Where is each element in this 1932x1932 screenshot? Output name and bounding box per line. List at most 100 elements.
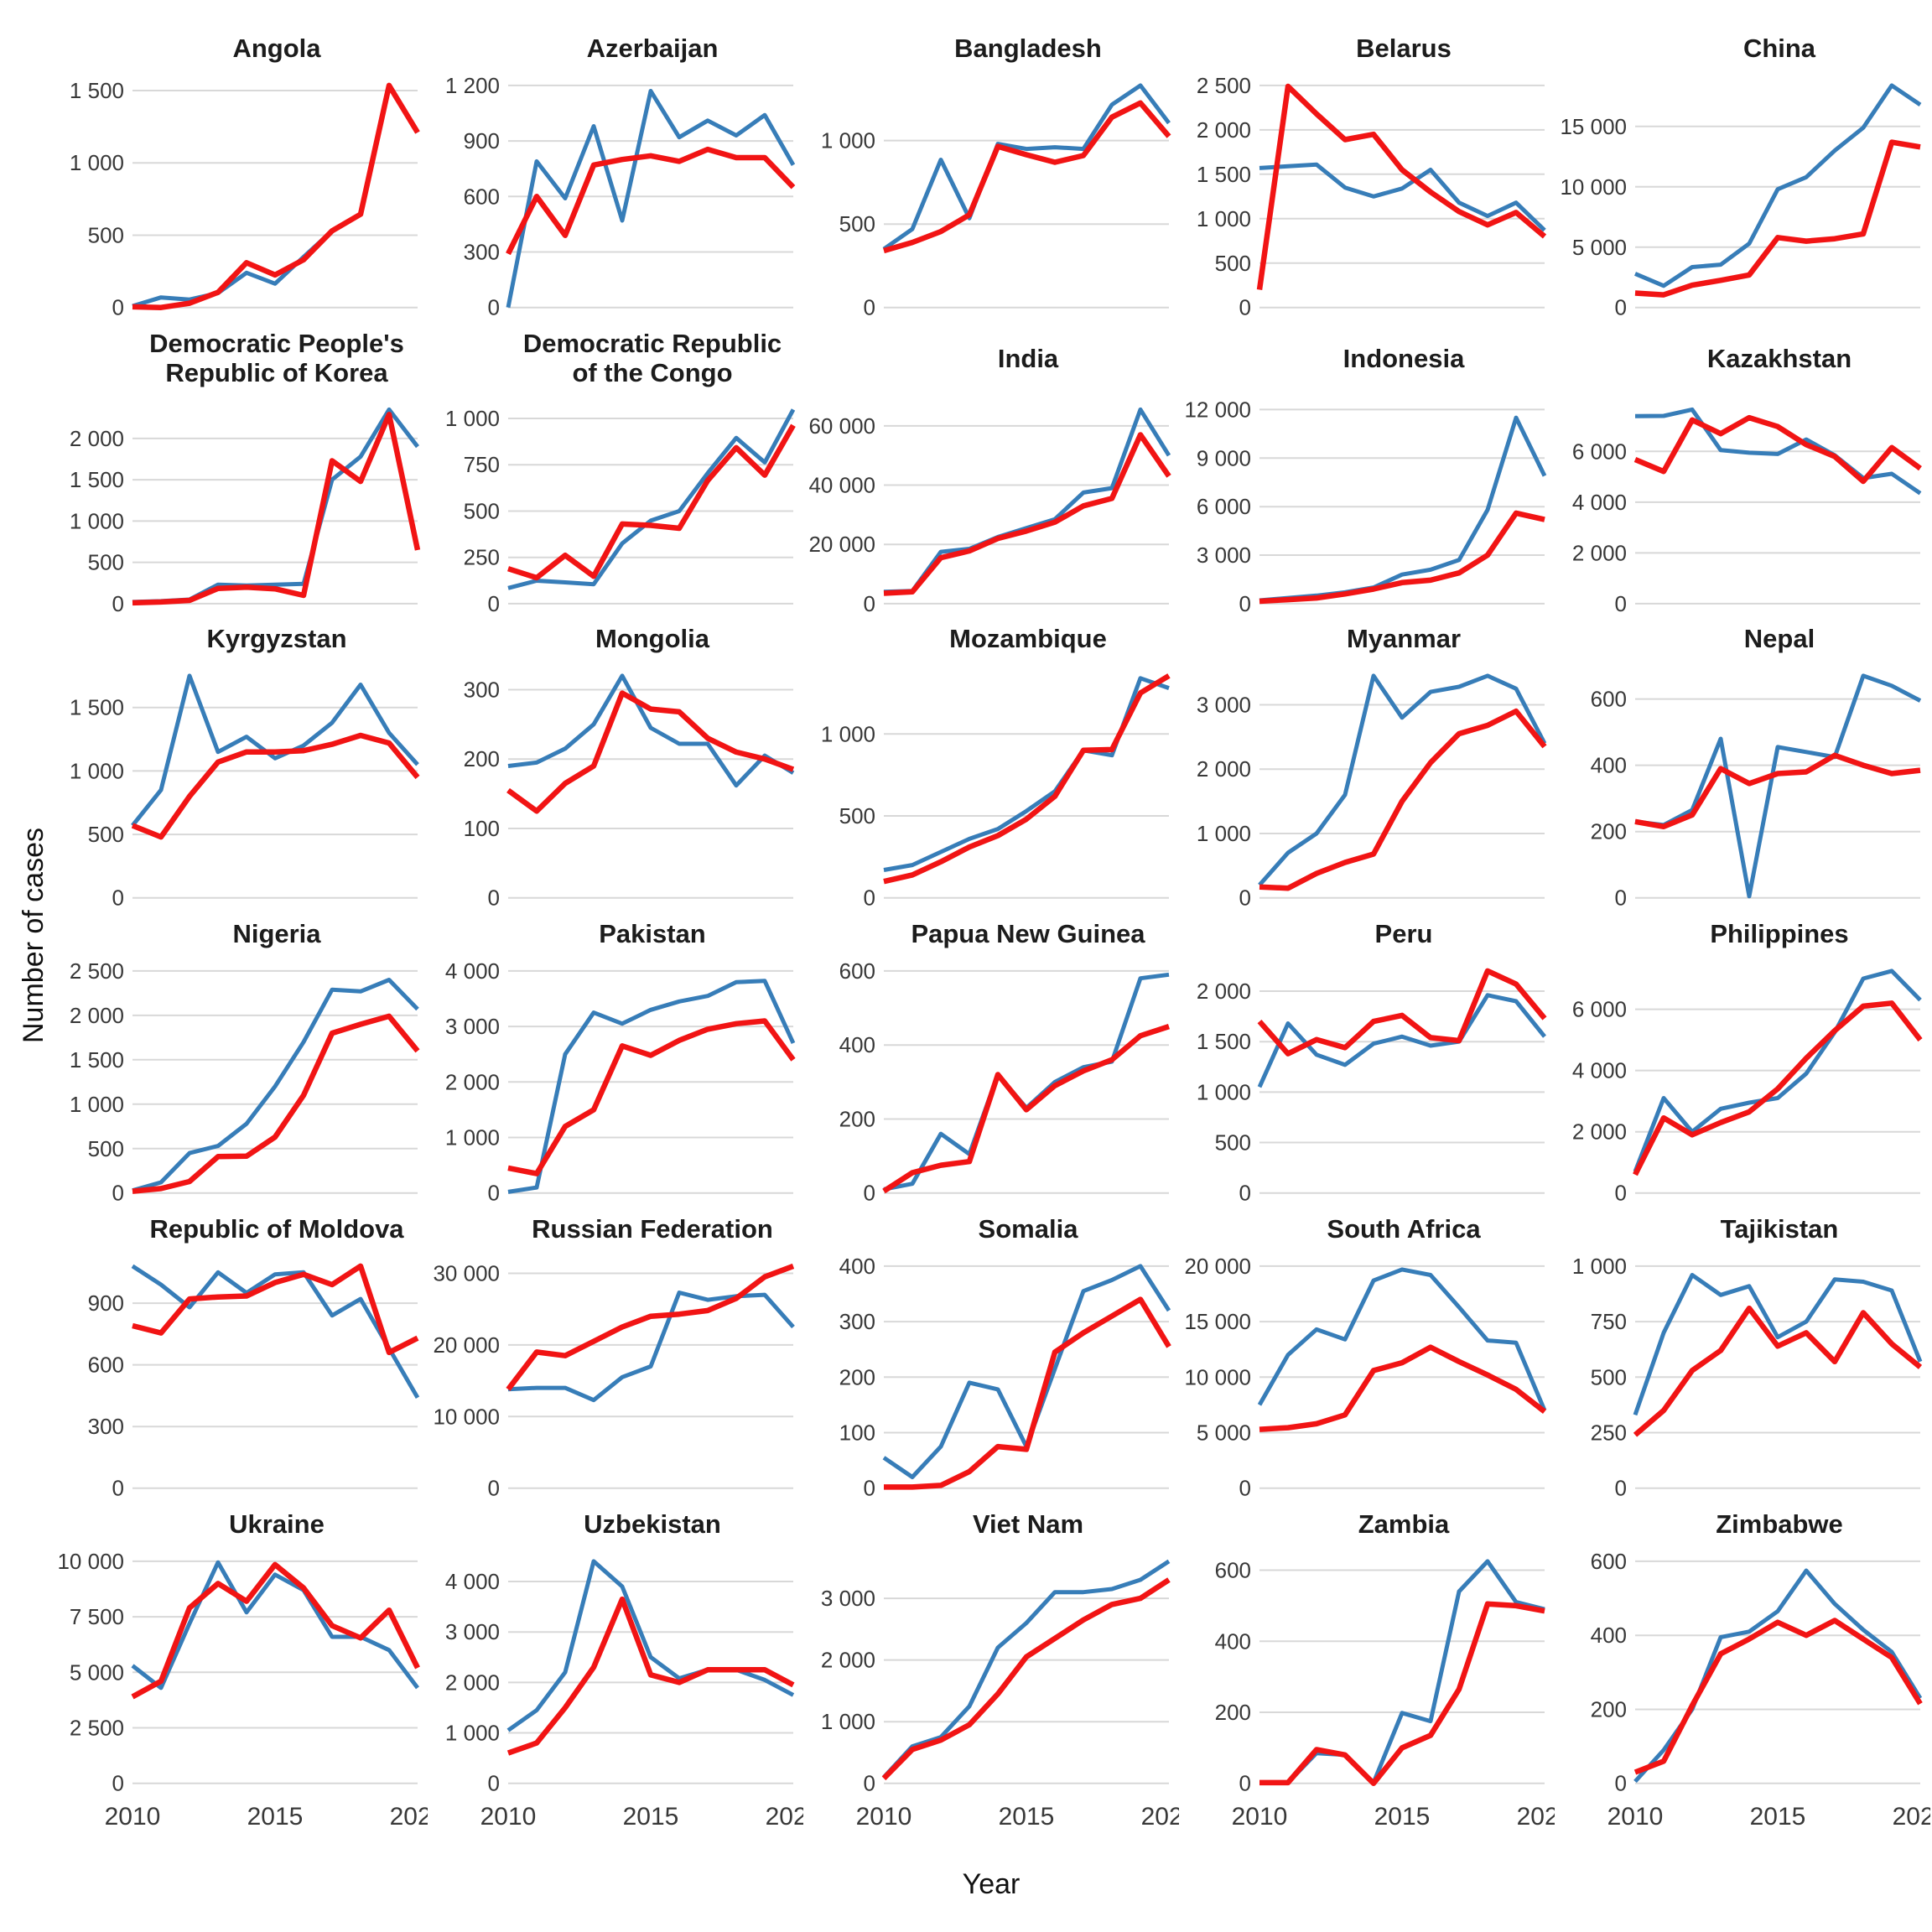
y-tick-label: 2 000 [445, 1069, 500, 1094]
red-series-line [1259, 708, 1547, 891]
panel-title-nepal: Nepal [1743, 623, 1815, 653]
panel-zimbabwe: Zimbabwe 0 200 400 600 2010 2015 2020 [1555, 1504, 1930, 1838]
y-tick-label: 750 [1591, 1309, 1627, 1334]
y-tick-label: 3 000 [1197, 543, 1251, 568]
y-tick-label: 250 [464, 545, 500, 570]
y-tick-label: 0 [488, 1476, 500, 1501]
y-tick-label: 1 500 [70, 1047, 124, 1072]
blue-series-line [507, 673, 795, 788]
y-tick-label: 0 [1615, 1771, 1627, 1796]
x-tick-label: 2020 [390, 1803, 428, 1831]
red-series-line [506, 146, 796, 256]
panel-philippines: Philippines 0 2 000 4 000 6 000 [1555, 914, 1930, 1209]
y-tick-label: 0 [1239, 1476, 1251, 1501]
panel-somalia: Somalia 0 100 200 300 400 [803, 1209, 1179, 1504]
y-tick-label: 60 000 [808, 413, 875, 439]
y-tick-label: 2 000 [70, 1003, 124, 1028]
panel-chart-angola: 0 500 1 000 1 500 [70, 78, 420, 320]
red-series-line [1259, 1601, 1545, 1786]
panel-title-india: India [997, 343, 1059, 373]
y-tick-label: 300 [839, 1309, 875, 1334]
y-tick-label: 0 [864, 295, 875, 320]
y-tick-label: 9 000 [1197, 445, 1251, 470]
y-tick-label: 7 500 [70, 1604, 124, 1629]
panel-title-tajikistan: Tajikistan [1720, 1213, 1839, 1244]
y-tick-label: 0 [1615, 1181, 1627, 1206]
y-tick-label: 600 [1591, 1549, 1627, 1574]
panel-uzbekistan: Uzbekistan 0 1 000 2 000 3 000 4 000 2010 2015 2… [428, 1504, 803, 1838]
y-tick-label: 0 [488, 1181, 500, 1206]
panel-india: India 0 20 000 40 000 60 000 [803, 324, 1179, 619]
panel-indonesia: Indonesia 0 3 000 6 000 9 000 12 000 [1179, 324, 1555, 619]
x-tick-label: 2015 [1374, 1803, 1431, 1831]
y-tick-label: 2 000 [70, 426, 124, 451]
panel-angola: Angola 0 500 1 000 1 500 [52, 29, 428, 324]
panel-title-kyrgyzstan: Kyrgyzstan [206, 623, 347, 653]
y-tick-label: 400 [1591, 1623, 1627, 1648]
panel-chart-uzbekistan: 0 1 000 2 000 3 000 4 000 2010 2015 2020 [445, 1559, 803, 1831]
panel-title-papua-new-guinea: Papua New Guinea [911, 918, 1145, 948]
y-tick-label: 0 [112, 1771, 124, 1796]
red-series-line [1633, 1000, 1923, 1176]
panel-title-zambia: Zambia [1358, 1509, 1450, 1539]
y-tick-label: 10 000 [1184, 1364, 1251, 1389]
blue-series-line [131, 673, 419, 828]
y-tick-label: 0 [1615, 295, 1627, 320]
y-tick-label: 900 [88, 1291, 124, 1316]
panel-chart-democratic-republic-of-the-congo: 0 250 500 750 1 000 [445, 406, 796, 616]
red-series-line [881, 1577, 1171, 1781]
y-axis-title-text: Number of cases [17, 827, 49, 1043]
red-series-line [884, 1296, 1171, 1490]
panel-chart-mongolia: 0 100 200 300 [464, 673, 795, 911]
panel-chart-azerbaijan: 0 300 600 900 1 200 [445, 73, 796, 320]
panel-title-indonesia: Indonesia [1343, 343, 1465, 373]
y-tick-label: 5 000 [1197, 1420, 1251, 1446]
y-tick-label: 0 [864, 1181, 875, 1206]
red-series-line [132, 82, 420, 310]
y-tick-label: 10 000 [57, 1549, 124, 1574]
panel-russian-federation: Russian Federation 0 10 000 20 000 30 000 [428, 1209, 803, 1504]
panel-title-russian-federation: Russian Federation [532, 1213, 773, 1244]
y-tick-label: 20 000 [808, 532, 875, 557]
panel-title-uzbekistan: Uzbekistan [584, 1509, 721, 1539]
y-tick-label: 400 [839, 1032, 875, 1057]
y-tick-label: 2 000 [1197, 117, 1251, 143]
y-tick-label: 40 000 [808, 473, 875, 498]
red-series-line [1633, 1305, 1923, 1437]
x-tick-label: 2020 [1517, 1803, 1555, 1831]
y-tick-label: 500 [1591, 1364, 1627, 1389]
y-tick-label: 1 000 [821, 128, 875, 153]
y-tick-label: 1 000 [445, 1125, 500, 1150]
panel-chart-democratic-people-s-republic-of-korea: 0 500 1 000 1 500 2 000 [70, 407, 421, 616]
blue-series-line [1259, 162, 1546, 232]
red-series-line [1633, 414, 1922, 485]
y-tick-label: 200 [464, 746, 500, 771]
y-tick-label: 600 [464, 184, 500, 209]
y-tick-label: 2 000 [821, 1648, 875, 1673]
y-tick-label: 1 000 [445, 1721, 500, 1746]
y-tick-label: 3 000 [821, 1586, 875, 1611]
y-tick-label: 0 [488, 295, 500, 320]
y-tick-label: 400 [1591, 753, 1627, 778]
y-tick-label: 600 [1591, 687, 1627, 712]
y-tick-label: 20 000 [433, 1332, 500, 1358]
y-tick-label: 3 000 [445, 1014, 500, 1039]
y-tick-label: 1 000 [70, 150, 124, 175]
blue-series-line [1634, 673, 1922, 899]
red-series-line [131, 1561, 420, 1700]
y-tick-label: 0 [1615, 1476, 1627, 1501]
red-series-line [1256, 83, 1547, 290]
panel-chart-nigeria: 0 500 1 000 1 500 2 000 2 500 [70, 958, 420, 1206]
panel-chart-mozambique: 0 500 1 000 [821, 673, 1171, 911]
panel-tajikistan: Tajikistan 0 250 500 750 1 000 [1555, 1209, 1930, 1504]
x-tick-label: 2020 [766, 1803, 803, 1831]
y-tick-label: 500 [464, 498, 500, 523]
red-series-line [506, 1263, 795, 1391]
panel-title-nigeria: Nigeria [232, 918, 321, 948]
y-tick-label: 1 000 [70, 758, 124, 783]
panel-belarus: Belarus 0 500 1 000 1 500 2 000 2 500 [1179, 29, 1555, 324]
panel-chart-republic-of-moldova: 0 300 600 900 [88, 1263, 420, 1501]
panel-bangladesh: Bangladesh 0 500 1 000 [803, 29, 1179, 324]
panel-chart-kyrgyzstan: 0 500 1 000 1 500 [70, 673, 420, 911]
panel-title-south-africa: South Africa [1327, 1213, 1481, 1244]
